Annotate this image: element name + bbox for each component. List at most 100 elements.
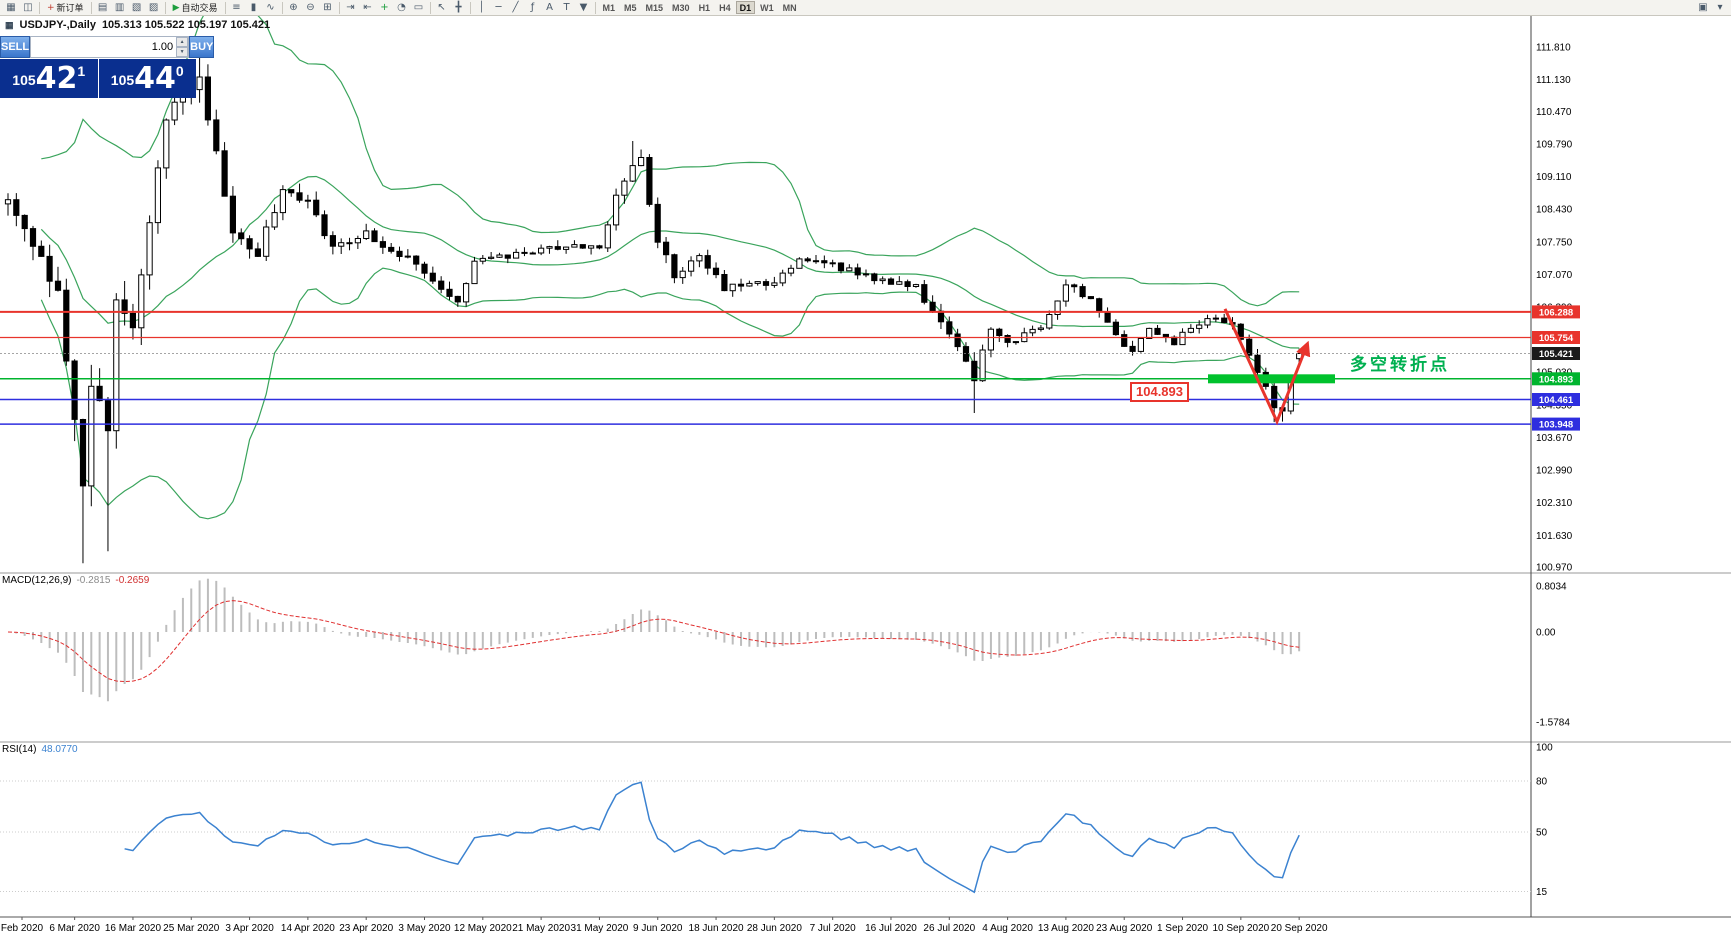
zoom-in-icon[interactable]: ⊕ [286, 1, 302, 15]
svg-text:13 Aug 2020: 13 Aug 2020 [1038, 923, 1095, 934]
toolbar-separator [469, 1, 471, 14]
more-tools-icon[interactable]: ▾ [1712, 1, 1728, 15]
trend-arrow[interactable] [1223, 308, 1311, 426]
price-badge-106.288 [1532, 305, 1580, 319]
svg-text:16 Jul 2020: 16 Jul 2020 [865, 923, 917, 934]
timeframe-M1-button[interactable]: M1 [599, 1, 620, 14]
svg-text:25 Mar 2020: 25 Mar 2020 [163, 923, 220, 934]
periods-icon[interactable]: ◔ [394, 1, 410, 15]
svg-text:18 Jun 2020: 18 Jun 2020 [689, 923, 744, 934]
line-chart-type-icon[interactable]: ∿ [263, 1, 279, 15]
new-order-button-icon: + [47, 2, 55, 13]
svg-text:7 Jul 2020: 7 Jul 2020 [810, 923, 857, 934]
svg-text:4 Aug 2020: 4 Aug 2020 [982, 923, 1033, 934]
sell-price-display[interactable]: 105 42 1 [0, 59, 98, 98]
highlight-band[interactable] [1208, 374, 1335, 384]
bollinger-middle-line [40, 175, 1300, 349]
volume-input[interactable] [31, 37, 177, 57]
timeframe-M5-button[interactable]: M5 [620, 1, 641, 14]
svg-text:Feb 2020: Feb 2020 [1, 923, 44, 934]
chart-profiles-icon[interactable]: ◫ [20, 1, 36, 15]
chart-shift-icon[interactable]: ⇤ [360, 1, 376, 15]
sell-button[interactable]: SELL [0, 36, 31, 58]
crosshair-icon[interactable]: ╋ [451, 1, 467, 15]
timeframe-H4-button[interactable]: H4 [715, 1, 735, 14]
sell-price-big: 105 [12, 72, 36, 88]
svg-text:102.310: 102.310 [1536, 498, 1573, 509]
svg-text:100: 100 [1536, 743, 1553, 754]
bollinger-bands [40, 16, 1300, 520]
chart-title: ▦ USDJPY-,Daily 105.313 105.522 105.197 … [5, 19, 270, 31]
indicators-icon[interactable]: + [377, 1, 393, 15]
cursor-icon[interactable]: ↖ [434, 1, 450, 15]
toolbar-separator [281, 1, 283, 14]
timeframe-M15-button[interactable]: M15 [642, 1, 668, 14]
volume-up-button[interactable]: ▲ [176, 37, 189, 47]
svg-text:111.810: 111.810 [1536, 43, 1571, 54]
label-tool-icon[interactable]: T [559, 1, 575, 15]
new-chart-icon[interactable]: ▦ [3, 1, 19, 15]
svg-text:16 Mar 2020: 16 Mar 2020 [105, 923, 162, 934]
svg-text:105.754: 105.754 [1539, 333, 1574, 344]
trendline-icon[interactable]: ╱ [508, 1, 524, 15]
trade-prices-row: 105 42 1 105 44 0 [0, 59, 196, 98]
new-order-button-label: 新订单 [56, 3, 84, 13]
zoom-out-icon[interactable]: ⊖ [303, 1, 319, 15]
svg-text:9 Jun 2020: 9 Jun 2020 [633, 923, 683, 934]
candlestick-chart-type-icon[interactable]: ▮ [246, 1, 262, 15]
volume-down-button[interactable]: ▼ [176, 47, 189, 57]
timeframe-M30-button[interactable]: M30 [668, 1, 694, 14]
autotrading-button[interactable]: ▶ 自动交易 [169, 1, 222, 15]
svg-text:107.750: 107.750 [1536, 237, 1573, 248]
price-badge-104.893 [1532, 372, 1580, 386]
arrows-tool-icon[interactable]: ▼ [576, 1, 592, 15]
macd-name: MACD(12,26,9) [2, 575, 72, 586]
bollinger-upper-line [41, 16, 1300, 307]
terminal-icon[interactable]: ▨ [146, 1, 162, 15]
timeframe-H1-button[interactable]: H1 [695, 1, 715, 14]
timeframe-D1-button[interactable]: D1 [735, 1, 756, 14]
toolbar-separator [39, 1, 40, 14]
navigator-icon[interactable]: ▧ [129, 1, 145, 15]
svg-text:107.070: 107.070 [1536, 270, 1573, 281]
tile-windows-icon[interactable]: ⊞ [320, 1, 336, 15]
templates-icon[interactable]: ▭ [411, 1, 427, 15]
buy-button[interactable]: BUY [189, 36, 215, 58]
bollinger-lower-line [40, 267, 1300, 520]
buy-price-sup: 0 [175, 63, 184, 79]
auto-scroll-icon[interactable]: ⇥ [343, 1, 359, 15]
rsi-indicator-label: RSI(14) 48.0770 [2, 744, 78, 755]
macd-indicator-label: MACD(12,26,9) -0.2815 -0.2659 [2, 575, 149, 586]
volume-spinner: ▲ ▼ [176, 37, 189, 57]
sell-price-sup: 1 [77, 63, 86, 79]
toolbar-separator [338, 1, 340, 14]
chart-region[interactable]: 111.810 111.130 110.470 109.790 109.110 108.4… [0, 16, 1731, 936]
timeframe-W1-button[interactable]: W1 [756, 1, 778, 14]
svg-text:3 May 2020: 3 May 2020 [398, 923, 451, 934]
chart-title-symbol: USDJPY-,Daily [19, 19, 96, 31]
svg-text:103.948: 103.948 [1539, 420, 1573, 431]
vertical-line-icon[interactable]: │ [474, 1, 490, 15]
data-window-icon[interactable]: ▥ [112, 1, 128, 15]
svg-text:12 May 2020: 12 May 2020 [454, 923, 512, 934]
rsi-line [124, 781, 1300, 894]
svg-text:0.8034: 0.8034 [1536, 582, 1567, 593]
horizontal-lines [0, 310, 1531, 425]
svg-text:105.421: 105.421 [1539, 349, 1574, 360]
svg-text:28 Jun 2020: 28 Jun 2020 [747, 923, 802, 934]
rsi-value: 48.0770 [41, 744, 78, 755]
text-tool-icon[interactable]: A [542, 1, 558, 15]
price-badge-104.461 [1532, 393, 1580, 406]
new-order-button[interactable]: + 新订单 [43, 1, 88, 15]
fibonacci-icon[interactable]: ƒ [525, 1, 541, 15]
docking-icon[interactable]: ▣ [1695, 1, 1711, 15]
annotation-price-label[interactable]: 104.893 [1130, 382, 1189, 402]
toolbar: ▦ ◫ + 新订单 ▤ ▥ ▧ ▨ ▶ 自动交易 ≡ ▮ ∿ ⊕ ⊖ ⊞ ⇥ ⇤ + ◔ ▭ ↖ ╋ │ ─ ╱ ƒ A T ▼ M1 M5 M… [0, 0, 1731, 16]
autotrading-button-icon: ▶ [172, 2, 180, 13]
toolbar-separator [164, 1, 166, 14]
timeframe-MN-button[interactable]: MN [779, 1, 801, 14]
bars-chart-type-icon[interactable]: ≡ [229, 1, 245, 15]
horizontal-line-icon[interactable]: ─ [491, 1, 507, 15]
market-watch-icon[interactable]: ▤ [95, 1, 111, 15]
buy-price-display[interactable]: 105 44 0 [98, 59, 196, 98]
